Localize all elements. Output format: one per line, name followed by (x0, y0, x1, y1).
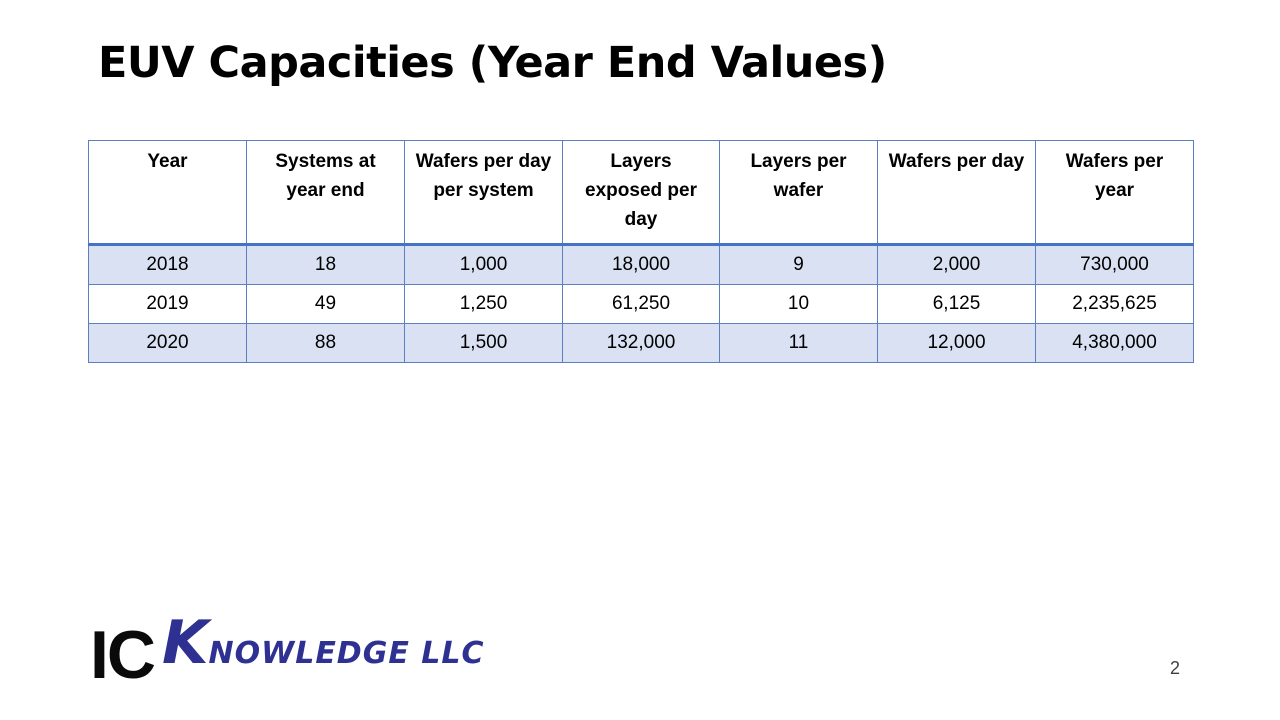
table-cell: 11 (719, 323, 878, 363)
column-header-year: Year (88, 140, 247, 246)
logo-k-letter: K (162, 608, 209, 678)
table-cell: 2019 (88, 284, 247, 324)
table-cell: 88 (246, 323, 405, 363)
logo-knowledge-text: KNOWLEDGE LLC (162, 613, 485, 688)
page-number: 2 (1170, 658, 1181, 678)
table-cell: 730,000 (1035, 244, 1194, 285)
table-cell: 2,235,625 (1035, 284, 1194, 324)
table-cell: 12,000 (877, 323, 1036, 363)
table-cell: 18,000 (562, 244, 720, 285)
column-header-wafers-per-day: Wafers per day (877, 140, 1036, 246)
ic-knowledge-logo: IC KNOWLEDGE LLC (90, 613, 485, 693)
capacity-table: Year Systems at year end Wafers per day … (88, 140, 1194, 363)
table-cell: 61,250 (562, 284, 720, 324)
table-cell: 1,250 (404, 284, 563, 324)
table-cell: 10 (719, 284, 878, 324)
table-row: 2020 88 1,500 132,000 11 12,000 4,380,00… (88, 323, 1194, 363)
table-cell: 2018 (88, 244, 247, 285)
table-cell: 6,125 (877, 284, 1036, 324)
table-cell: 9 (719, 244, 878, 285)
column-header-layers-exposed-per-day: Layers exposed per day (562, 140, 720, 246)
table-header-row: Year Systems at year end Wafers per day … (88, 140, 1194, 246)
column-header-layers-per-wafer: Layers per wafer (719, 140, 878, 246)
logo-ic-text: IC (90, 617, 156, 693)
table-cell: 2,000 (877, 244, 1036, 285)
table-cell: 49 (246, 284, 405, 324)
column-header-wafers-per-day-per-system: Wafers per day per system (404, 140, 563, 246)
table-row: 2019 49 1,250 61,250 10 6,125 2,235,625 (88, 284, 1194, 324)
table-cell: 2020 (88, 323, 247, 363)
slide-title: EUV Capacities (Year End Values) (98, 38, 887, 88)
table-cell: 1,000 (404, 244, 563, 285)
table-row: 2018 18 1,000 18,000 9 2,000 730,000 (88, 244, 1194, 285)
logo-rest-letters: NOWLEDGE LLC (208, 636, 485, 671)
table-cell: 4,380,000 (1035, 323, 1194, 363)
table-cell: 132,000 (562, 323, 720, 363)
column-header-wafers-per-year: Wafers per year (1035, 140, 1194, 246)
table-cell: 1,500 (404, 323, 563, 363)
table-cell: 18 (246, 244, 405, 285)
column-header-systems: Systems at year end (246, 140, 405, 246)
